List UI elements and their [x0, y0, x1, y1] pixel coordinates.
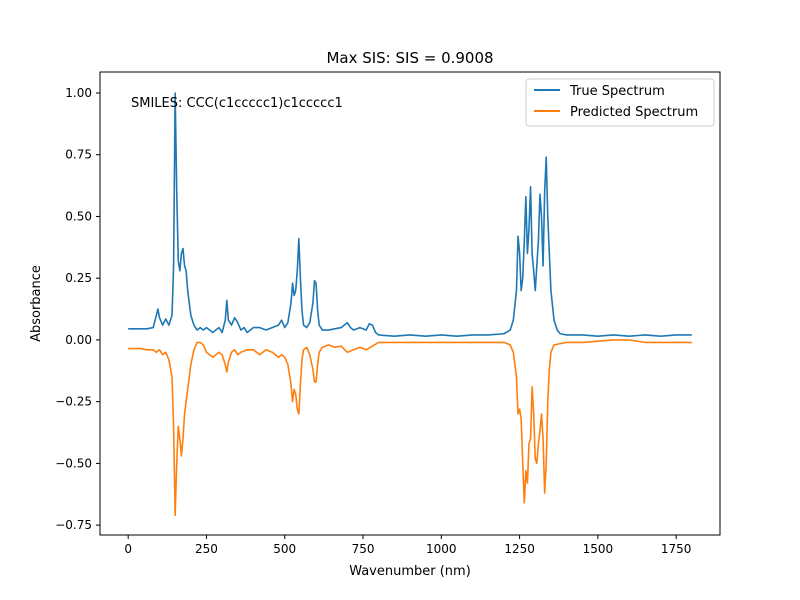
legend-label-true-spectrum: True Spectrum — [569, 84, 665, 99]
legend: True Spectrum Predicted Spectrum — [525, 78, 715, 127]
chart-title: Max SIS: SIS = 0.9008 — [326, 49, 493, 67]
x-tick-label: 250 — [195, 542, 218, 556]
x-axis: 0 250 500 750 1000 1250 1500 1750 — [124, 535, 691, 556]
series-line-predicted-spectrum — [128, 339, 692, 517]
y-tick-label: 0.50 — [65, 209, 92, 223]
x-axis-label: Wavenumber (nm) — [349, 564, 471, 579]
x-tick-label: 1000 — [426, 542, 457, 556]
smiles-annotation: SMILES: CCC(c1ccccc1)c1ccccc1 — [131, 96, 343, 111]
x-tick-label: 500 — [273, 542, 296, 556]
x-tick-label: 1500 — [583, 542, 614, 556]
x-tick-label: 1250 — [504, 542, 535, 556]
plot-background — [100, 72, 720, 535]
y-tick-label: −0.75 — [55, 518, 92, 532]
y-tick-label: 0.75 — [65, 148, 92, 162]
series-line-true-spectrum — [128, 92, 692, 338]
y-tick-label: 0.25 — [65, 271, 92, 285]
series-layer — [128, 92, 692, 517]
x-tick-label: 1750 — [661, 542, 692, 556]
y-tick-label: 0.00 — [65, 333, 92, 347]
x-tick-label: 750 — [352, 542, 375, 556]
y-axis: −0.75 −0.50 −0.25 0.00 0.25 0.50 0.75 1.00 — [55, 86, 100, 532]
x-tick-label: 0 — [124, 542, 132, 556]
y-tick-label: −0.50 — [55, 456, 92, 470]
plot-area: 0 250 500 750 1000 1250 1500 1750 −0.75−0.50−0.… — [55, 71, 721, 556]
y-tick-label: −0.25 — [55, 395, 92, 409]
axes-frame — [99, 71, 721, 536]
legend-box — [525, 78, 715, 127]
legend-label-predicted-spectrum: Predicted Spectrum — [570, 105, 698, 120]
y-axis-label: Absorbance — [29, 265, 44, 342]
y-tick-label: 1.00 — [65, 86, 92, 100]
